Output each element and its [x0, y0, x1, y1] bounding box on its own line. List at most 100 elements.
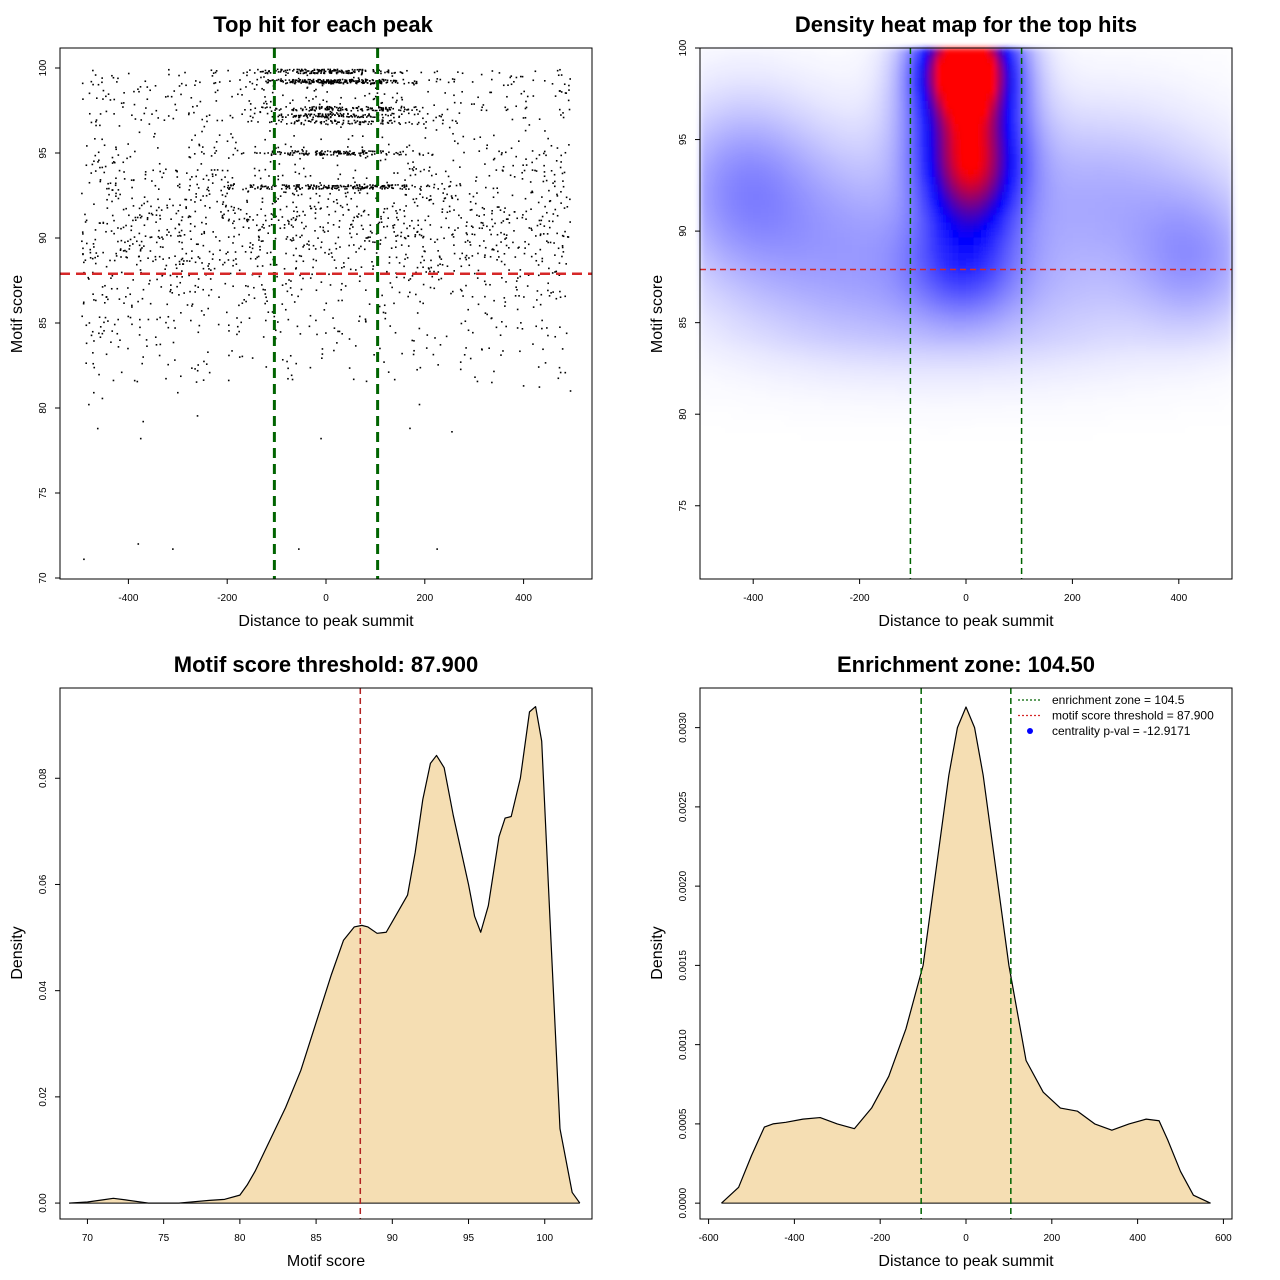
scatter-point: [358, 70, 360, 73]
scatter-point: [538, 219, 541, 222]
scatter-point: [264, 107, 267, 109]
scatter-point: [510, 75, 513, 77]
heatmap-cell: [715, 252, 724, 261]
heatmap-cell: [768, 290, 777, 299]
scatter-point: [114, 184, 117, 187]
scatter-point: [525, 218, 527, 220]
heatmap-cell: [852, 222, 861, 231]
scatter-point: [214, 91, 217, 94]
scatter-point: [181, 257, 184, 260]
scatter-point: [264, 214, 267, 217]
heatmap-cell: [814, 275, 823, 284]
heatmap-cell: [829, 457, 838, 466]
heatmap-cell: [905, 495, 914, 504]
scatter-point: [398, 153, 401, 156]
scatter-point: [329, 82, 332, 84]
scatter-point: [459, 368, 462, 371]
heatmap-cell: [882, 245, 891, 254]
heatmap-cell: [890, 139, 899, 148]
scatter-point: [326, 91, 328, 93]
scatter-point: [282, 94, 284, 97]
scatter-point: [451, 119, 454, 122]
scatter-point: [372, 116, 374, 119]
scatter-point: [542, 152, 545, 155]
scatter-point: [357, 187, 359, 190]
scatter-point: [174, 327, 176, 329]
scatter-point: [108, 193, 110, 196]
heatmap-cell: [783, 533, 792, 542]
scatter-point: [391, 205, 394, 208]
scatter-point: [248, 294, 250, 296]
scatter-point: [422, 236, 424, 239]
heatmap-cell: [890, 154, 899, 163]
scatter-point: [305, 81, 307, 84]
heatmap-cell: [715, 260, 724, 269]
scatter-point: [197, 286, 200, 289]
scatter-point: [299, 72, 302, 75]
heatmap-cell: [882, 131, 891, 140]
heatmap-cell: [798, 161, 807, 170]
scatter-point: [416, 266, 419, 269]
scatter-point: [339, 79, 342, 82]
scatter-point: [324, 251, 326, 254]
heatmap-cell: [791, 313, 800, 322]
scatter-point: [262, 288, 265, 291]
heatmap-cell: [745, 139, 754, 148]
heatmap-cell: [722, 131, 731, 140]
heatmap-cell: [776, 48, 785, 57]
scatter-point: [327, 198, 330, 200]
scatter-point: [364, 113, 366, 116]
scatter-point: [258, 236, 260, 239]
heatmap-cell: [783, 396, 792, 406]
scatter-point: [263, 89, 265, 91]
scatter-point: [304, 79, 306, 81]
heatmap-cell: [897, 351, 906, 360]
scatter-point: [149, 236, 152, 239]
heatmap-cell: [707, 366, 716, 375]
heatmap-cell: [768, 70, 777, 79]
heatmap-cell: [730, 427, 739, 436]
scatter-point: [189, 178, 191, 181]
scatter-point: [352, 226, 354, 228]
scatter-point: [180, 93, 182, 96]
scatter-point: [516, 327, 519, 329]
scatter-point: [234, 251, 237, 253]
scatter-point: [387, 70, 390, 72]
heatmap-cell: [829, 93, 838, 102]
heatmap-cell: [852, 116, 861, 125]
heatmap-cell: [768, 93, 777, 102]
heatmap-cell: [730, 290, 739, 299]
scatter-point: [369, 115, 372, 118]
heatmap-cell: [707, 563, 716, 573]
scatter-point: [559, 166, 562, 169]
scatter-point: [88, 322, 91, 324]
scatter-point: [373, 82, 376, 85]
scatter-point: [345, 108, 348, 110]
heatmap-cell: [791, 154, 800, 163]
heatmap-cell: [882, 222, 891, 231]
scatter-point: [337, 107, 340, 110]
scatter-point: [113, 98, 116, 101]
heatmap-cell: [897, 321, 906, 330]
scatter-point: [350, 197, 353, 200]
heatmap-cell: [745, 343, 754, 353]
scatter-point: [302, 150, 304, 152]
scatter-point: [395, 235, 397, 237]
heatmap-cell: [783, 374, 792, 383]
heatmap-cell: [897, 63, 906, 72]
scatter-point: [261, 87, 263, 90]
scatter-point: [491, 212, 493, 215]
scatter-point: [542, 348, 544, 351]
scatter-point: [313, 90, 316, 92]
heatmap-cell: [829, 381, 838, 390]
scatter-point: [336, 79, 339, 82]
scatter-point: [305, 225, 307, 228]
scatter-point: [328, 108, 330, 110]
scatter-point: [381, 294, 383, 297]
scatter-point: [285, 252, 287, 255]
scatter-point: [179, 204, 181, 206]
heatmap-cell: [783, 336, 792, 345]
scatter-point: [360, 187, 363, 190]
scatter-point: [251, 82, 254, 85]
scatter-point: [319, 154, 322, 156]
